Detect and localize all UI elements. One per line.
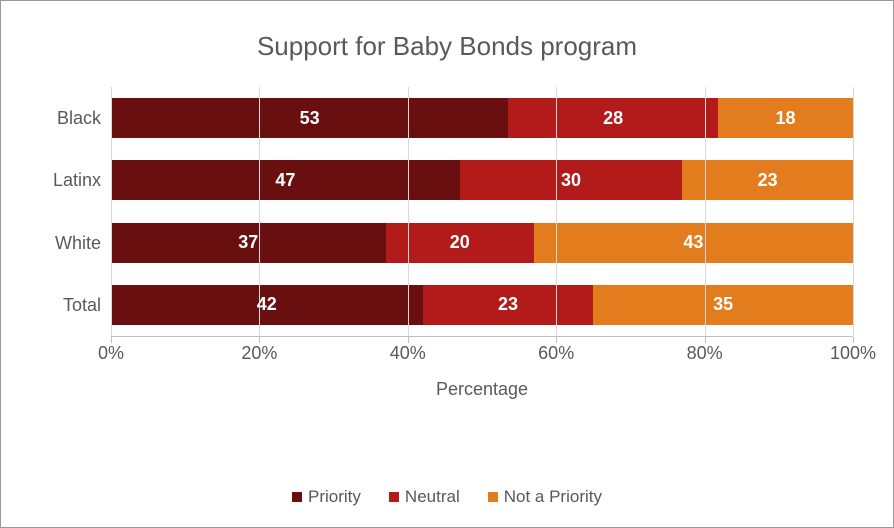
bar-row-total: 42 23 35	[111, 285, 853, 325]
legend-swatch	[389, 492, 399, 502]
chart-title: Support for Baby Bonds program	[41, 31, 853, 62]
bars-and-axis: 53 28 18 47 30 23 37 20 43 42 23 35	[111, 87, 853, 457]
bar-row-white: 37 20 43	[111, 223, 853, 263]
legend: Priority Neutral Not a Priority	[41, 487, 853, 507]
bar-row-black: 53 28 18	[111, 98, 853, 138]
bars-region: 53 28 18 47 30 23 37 20 43 42 23 35	[111, 87, 853, 337]
bar-segment-neutral: 30	[460, 160, 683, 200]
bar-segment-priority: 37	[111, 223, 386, 263]
chart-container: Support for Baby Bonds program Black Lat…	[0, 0, 894, 528]
legend-swatch	[488, 492, 498, 502]
x-tick-label: 60%	[538, 343, 574, 364]
bar-segment-neutral: 23	[423, 285, 594, 325]
bar-segment-not-priority: 43	[534, 223, 853, 263]
x-tick-label: 100%	[830, 343, 876, 364]
x-tick-label: 80%	[687, 343, 723, 364]
bar-segment-not-priority: 18	[718, 98, 853, 138]
bar-segment-not-priority: 23	[682, 160, 853, 200]
y-label: Latinx	[41, 156, 101, 206]
x-tick-label: 40%	[390, 343, 426, 364]
legend-label: Neutral	[405, 487, 460, 507]
legend-item-not-priority: Not a Priority	[488, 487, 602, 507]
bar-segment-priority: 53	[111, 98, 508, 138]
legend-item-priority: Priority	[292, 487, 361, 507]
bar-segment-not-priority: 35	[593, 285, 853, 325]
x-axis-ticks: 0% 20% 40% 60% 80% 100%	[111, 343, 853, 371]
bar-segment-priority: 47	[111, 160, 460, 200]
bar-segment-neutral: 20	[386, 223, 534, 263]
y-label: Total	[41, 281, 101, 331]
bar-row-latinx: 47 30 23	[111, 160, 853, 200]
legend-label: Not a Priority	[504, 487, 602, 507]
legend-label: Priority	[308, 487, 361, 507]
bar-segment-neutral: 28	[508, 98, 718, 138]
legend-swatch	[292, 492, 302, 502]
y-label: Black	[41, 93, 101, 143]
x-axis-label: Percentage	[111, 379, 853, 400]
x-tick-label: 20%	[241, 343, 277, 364]
y-label: White	[41, 218, 101, 268]
bar-segment-priority: 42	[111, 285, 423, 325]
plot-area: Black Latinx White Total 53 28 18	[41, 87, 853, 457]
legend-item-neutral: Neutral	[389, 487, 460, 507]
y-axis-labels: Black Latinx White Total	[41, 87, 111, 337]
gridline	[853, 87, 854, 336]
x-tick-label: 0%	[98, 343, 124, 364]
